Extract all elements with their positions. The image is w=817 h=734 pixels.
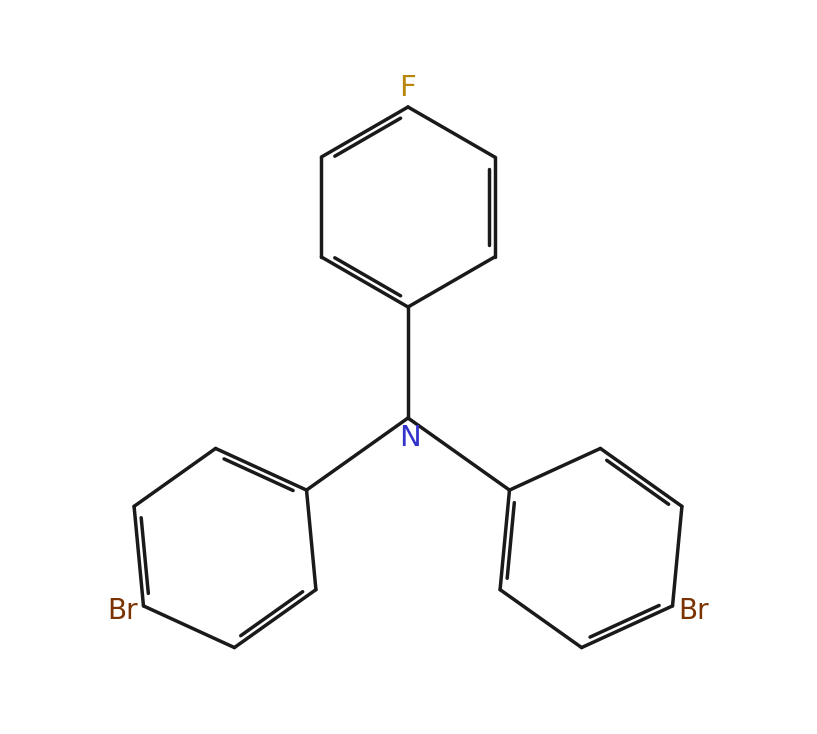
- Text: F: F: [400, 74, 417, 102]
- Text: Br: Br: [107, 597, 137, 625]
- Text: N: N: [400, 424, 421, 452]
- Text: Br: Br: [679, 597, 709, 625]
